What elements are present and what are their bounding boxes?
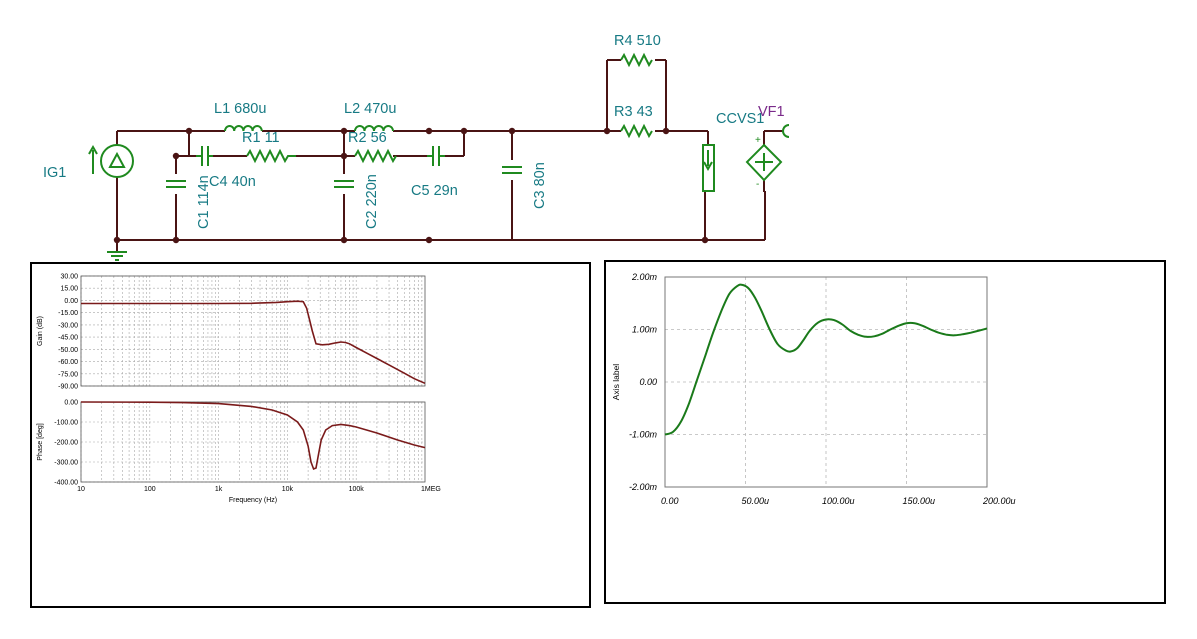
y-tick-label: 0.00 xyxy=(639,377,657,387)
label-l1: L1 680u xyxy=(214,101,266,117)
y-axis-label: Axis label xyxy=(611,364,621,400)
y-tick-label: -200.00 xyxy=(54,440,78,447)
svg-text:-: - xyxy=(756,179,759,190)
x-tick-label: 150.00u xyxy=(903,496,936,506)
capacitor-c1[interactable] xyxy=(166,180,186,188)
capacitor-c4[interactable] xyxy=(196,146,213,166)
voltage-probe-vf1[interactable] xyxy=(782,124,790,138)
y-tick-label: -90.00 xyxy=(58,384,78,391)
ccvs-sense-branch[interactable] xyxy=(702,144,715,192)
y-tick-label: -1.00m xyxy=(629,430,658,440)
x-tick-label: 1MEG xyxy=(421,486,441,493)
x-tick-label: 1k xyxy=(215,486,223,493)
x-tick-label: 50.00u xyxy=(742,496,770,506)
x-tick-label: 100k xyxy=(349,486,365,493)
x-tick-label: 100.00u xyxy=(822,496,855,506)
x-axis-label: Frequency (Hz) xyxy=(229,497,277,504)
y-tick-label: -2.00m xyxy=(629,482,658,492)
y-tick-label: -400.00 xyxy=(54,480,78,487)
transient-plot: 0.00 50.00u 100.00u 150.00u 200.00u 2.00m 1.00… xyxy=(611,272,1016,506)
label-l2: L2 470u xyxy=(344,101,396,117)
y-tick-label: -15.00 xyxy=(58,310,78,317)
y-tick-label: -45.00 xyxy=(58,335,78,342)
capacitor-c3[interactable] xyxy=(502,166,522,174)
current-source-ig1[interactable] xyxy=(88,144,134,178)
ccvs-source[interactable]: + - xyxy=(745,135,783,190)
label-ccvs1: CCVS1 xyxy=(716,111,764,127)
inductor-l2[interactable] xyxy=(354,125,394,132)
transient-plot-panel[interactable]: 0.00 50.00u 100.00u 150.00u 200.00u 2.00m 1.00… xyxy=(604,260,1166,604)
label-vf1: VF1 xyxy=(758,104,785,120)
bode-plot: 30.00 15.00 0.00 -15.00 -30.00 -45.00 -50.00 -6… xyxy=(37,274,441,505)
y-tick-label: -30.00 xyxy=(58,322,78,329)
resistor-r4[interactable] xyxy=(620,52,653,68)
y-tick-label: 0.00 xyxy=(64,298,78,305)
label-r1: R1 11 xyxy=(242,130,280,146)
wires xyxy=(116,59,783,252)
plot-frame xyxy=(80,275,426,387)
y-axis-label: Phase [deg] xyxy=(37,423,44,460)
phase-series-line xyxy=(80,401,426,471)
y-tick-label: 1.00m xyxy=(632,325,658,335)
label-c1: C1 114n xyxy=(196,175,212,229)
junction-dots xyxy=(113,127,709,244)
label-r2: R2 56 xyxy=(348,130,387,146)
plot-frame xyxy=(80,401,426,483)
gain-series-line xyxy=(81,300,426,385)
y-tick-label: 15.00 xyxy=(60,286,78,293)
x-tick-label: 0.00 xyxy=(661,496,679,506)
plot-frame xyxy=(664,276,988,488)
x-tick-label: 10k xyxy=(282,486,294,493)
x-tick-label: 10 xyxy=(77,486,85,493)
label-r3: R3 43 xyxy=(614,104,653,120)
label-c5: C5 29n xyxy=(411,183,458,199)
y-tick-label: 30.00 xyxy=(60,274,78,281)
capacitor-c2[interactable] xyxy=(334,180,354,188)
label-ig1: IG1 xyxy=(43,165,66,181)
svg-text:+: + xyxy=(755,135,761,146)
x-tick-label: 200.00u xyxy=(982,496,1016,506)
resistor-r3[interactable] xyxy=(620,123,653,139)
x-tick-label: 100 xyxy=(144,486,156,493)
label-c4: C4 40n xyxy=(209,174,256,190)
bode-plot-panel[interactable]: 30.00 15.00 0.00 -15.00 -30.00 -45.00 -50.00 -6… xyxy=(30,262,591,608)
inductor-l1[interactable] xyxy=(224,125,263,132)
y-tick-label: -60.00 xyxy=(58,359,78,366)
resistor-r1[interactable] xyxy=(246,148,296,164)
y-tick-label: 2.00m xyxy=(631,272,658,282)
transient-series-line xyxy=(664,283,988,436)
y-tick-label: 0.00 xyxy=(64,400,78,407)
label-r4: R4 510 xyxy=(614,33,661,49)
resistor-r2[interactable] xyxy=(354,148,397,164)
label-c3: C3 80n xyxy=(532,162,548,209)
capacitor-c5[interactable] xyxy=(427,146,445,166)
gain-subplot: 30.00 15.00 0.00 -15.00 -30.00 -45.00 -50.00 -6… xyxy=(37,274,426,391)
phase-subplot: 0.00 -100.00 -200.00 -300.00 -400.00 Phase [d… xyxy=(37,400,441,505)
label-c2: C2 220n xyxy=(364,174,380,229)
transient-subplot: 0.00 50.00u 100.00u 150.00u 200.00u 2.00m 1.00… xyxy=(611,272,1016,506)
y-axis-label: Gain (dB) xyxy=(37,316,44,346)
y-tick-label: -75.00 xyxy=(58,371,78,378)
y-tick-label: -100.00 xyxy=(54,420,78,427)
y-tick-label: -50.00 xyxy=(58,347,78,354)
schematic: + - IG1 L1 680u R1 11 C4 40n C1 114n L2 … xyxy=(43,33,790,261)
y-tick-label: -300.00 xyxy=(54,460,78,467)
ground-symbol xyxy=(107,251,127,261)
